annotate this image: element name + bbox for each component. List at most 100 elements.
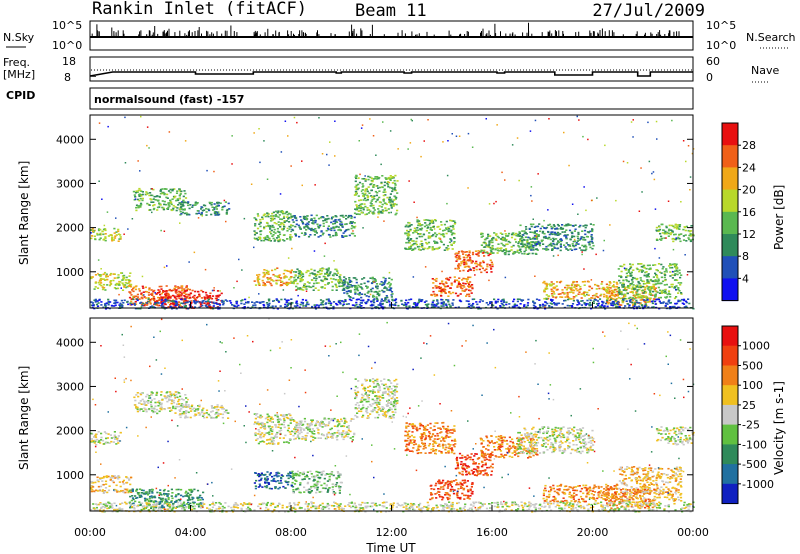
power-cell <box>588 242 591 245</box>
power-cell <box>169 199 172 202</box>
power-cell <box>493 298 496 301</box>
power-cell <box>550 290 553 292</box>
power-speckle <box>321 153 324 155</box>
power-cell <box>314 221 317 224</box>
power-cell <box>503 301 506 303</box>
power-cell <box>473 267 476 269</box>
power-cell <box>503 249 506 251</box>
power-cell <box>359 207 362 210</box>
power-cell <box>295 285 298 288</box>
power-cell <box>259 230 262 233</box>
power-cell <box>105 302 108 304</box>
power-cell <box>649 267 652 270</box>
power-cell <box>110 283 113 285</box>
power-cell <box>300 276 303 279</box>
power-cell <box>153 297 156 300</box>
power-cell <box>481 300 484 302</box>
power-cell <box>395 301 398 304</box>
power-cell <box>550 299 553 301</box>
power-cell <box>365 213 369 215</box>
power-speckle <box>602 249 605 252</box>
power-cell <box>507 232 511 235</box>
power-cell <box>207 208 210 211</box>
power-cell <box>339 224 342 226</box>
power-speckle <box>653 178 656 181</box>
power-cell <box>198 306 201 309</box>
freq-panel-frame <box>89 56 694 82</box>
power-cell <box>550 227 553 230</box>
power-cell <box>574 244 577 247</box>
power-cell <box>199 305 202 307</box>
power-speckle <box>140 305 143 308</box>
power-cell <box>548 236 551 239</box>
power-cell <box>338 218 341 221</box>
power-cell <box>683 226 686 228</box>
velocity-cell <box>101 480 104 482</box>
power-cell <box>436 242 439 244</box>
power-cell <box>231 304 234 306</box>
power-cell <box>676 273 679 276</box>
power-cell <box>109 280 112 282</box>
power-cell <box>427 241 431 244</box>
power-cell <box>414 230 417 233</box>
power-cell <box>477 306 481 309</box>
power-speckle <box>225 220 227 223</box>
power-cell <box>281 211 285 213</box>
power-cell <box>377 304 380 306</box>
power-cell <box>222 303 225 306</box>
power-cell <box>100 282 103 284</box>
power-cell <box>577 243 580 245</box>
power-cell <box>366 190 369 193</box>
power-cell <box>254 238 257 240</box>
power-cell <box>447 299 450 301</box>
velocity-cell <box>91 488 94 491</box>
power-cell <box>270 226 273 228</box>
power-cell <box>426 306 429 309</box>
power-colorbar-tick-label: 12 <box>742 228 756 241</box>
power-cell <box>144 297 147 299</box>
power-cell <box>253 302 256 304</box>
power-cell <box>181 285 184 287</box>
power-cell <box>380 211 383 214</box>
power-cell <box>373 198 376 200</box>
power-cell <box>571 243 574 245</box>
power-cell <box>533 302 537 304</box>
power-cell <box>649 290 652 292</box>
power-cell <box>580 236 583 238</box>
power-speckle <box>684 254 686 256</box>
power-cell <box>631 301 634 304</box>
power-cell <box>99 228 102 231</box>
power-cell <box>165 290 168 292</box>
power-cell <box>376 300 379 302</box>
power-cell <box>382 194 385 197</box>
power-cell <box>680 274 683 276</box>
power-cell <box>522 238 525 241</box>
power-cell <box>288 225 291 228</box>
power-colorbar-tick-label: 16 <box>742 206 756 219</box>
power-cell <box>444 292 447 294</box>
power-cell <box>564 286 567 289</box>
power-cell <box>286 301 289 303</box>
power-cell <box>407 239 411 242</box>
power-cell <box>545 285 548 287</box>
power-cell <box>591 297 594 299</box>
power-cell <box>657 279 660 282</box>
power-cell <box>383 282 386 284</box>
power-cell <box>657 298 660 301</box>
power-speckle <box>293 116 296 119</box>
power-cell <box>629 265 632 268</box>
power-cell <box>546 287 549 290</box>
power-cell <box>561 224 564 226</box>
power-cell <box>279 218 282 220</box>
power-speckle <box>98 122 101 124</box>
power-cell <box>615 306 618 308</box>
power-cell <box>534 230 537 233</box>
power-cell <box>426 247 429 250</box>
power-cell <box>141 197 144 200</box>
power-cell <box>139 202 143 205</box>
power-cell <box>629 273 632 275</box>
power-cell <box>314 220 317 222</box>
power-cell <box>658 292 662 294</box>
power-cell <box>648 289 651 291</box>
power-speckle <box>154 292 156 294</box>
